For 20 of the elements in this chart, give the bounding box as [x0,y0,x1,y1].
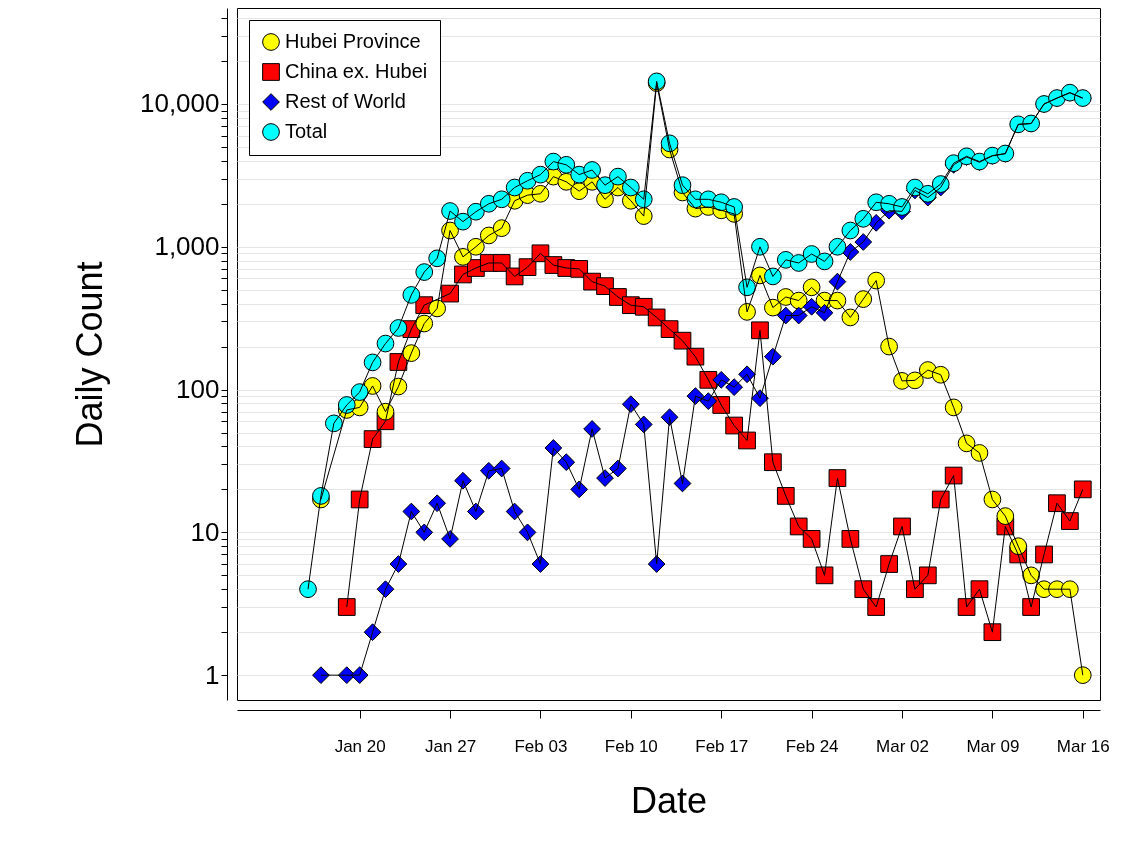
legend-label: Hubei Province [285,30,421,52]
y-tick-label: 100 [176,374,220,405]
y-tick-label: 1,000 [154,231,220,262]
x-tick-label: Jan 20 [334,736,386,756]
x-tick-label: Mar 09 [966,736,1020,756]
y-tick-label: 10 [190,516,220,547]
legend-label: China ex. Hubei [285,60,428,82]
x-tick-label: Feb 17 [695,736,749,756]
x-tick-label: Feb 10 [604,736,658,756]
x-tick-label: Mar 02 [876,736,929,756]
legend-label: Rest of World [285,90,406,112]
x-tick-label: Jan 27 [425,736,477,756]
x-tick-label: Feb 24 [785,736,839,756]
y-axis-title: Daily Count [68,261,110,448]
x-tick-label: Feb 03 [514,736,568,756]
x-tick-label: Mar 16 [1056,736,1110,756]
x-axis-title: Date [630,779,708,821]
legend-label: Total [285,120,328,142]
y-tick-label: 1 [205,659,220,690]
y-tick-label: 10,000 [139,88,220,119]
